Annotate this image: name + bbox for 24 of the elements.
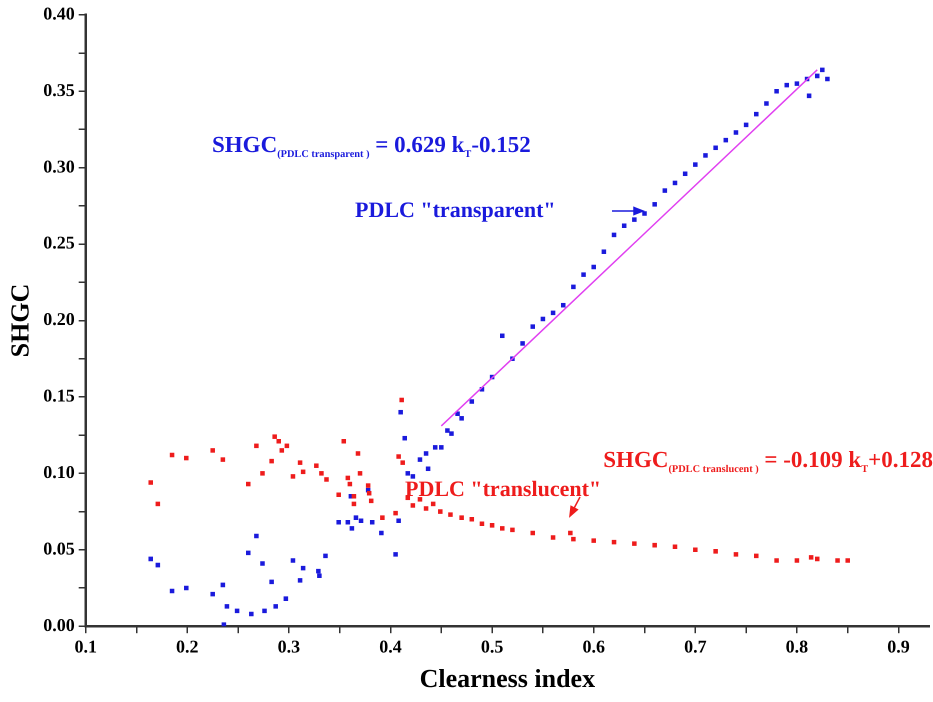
x-tick-label: 0.2	[176, 636, 199, 657]
y-tick-label: 0.25	[43, 232, 75, 253]
annotation: PDLC "translucent"	[405, 476, 602, 501]
annotation: PDLC "transparent"	[355, 197, 556, 222]
y-tick-label: 0.15	[43, 386, 75, 406]
y-axis-title: SHGC	[5, 284, 34, 358]
x-tick-label: 0.4	[379, 636, 402, 657]
x-tick-label: 0.6	[582, 636, 605, 657]
x-tick-label: 0.7	[684, 636, 707, 657]
x-tick-label: 0.9	[887, 636, 910, 657]
y-tick-label: 0.05	[43, 538, 75, 558]
annotation: SHGC$_{(PDLC translucent )}$ = -0.109 k$_{T}$+0.128	[603, 447, 933, 476]
y-tick-label: 0.30	[43, 156, 75, 176]
x-axis-title: Clearness index	[420, 664, 596, 694]
x-tick-label: 0.3	[278, 636, 300, 657]
y-tick-label: 0.20	[43, 309, 75, 330]
x-tick-label: 0.8	[786, 636, 808, 657]
y-tick-label: 0.00	[43, 614, 75, 635]
x-tick-label: 0.5	[480, 636, 504, 657]
y-tick-label: 0.40	[43, 3, 75, 24]
x-tick-label: 0.1	[74, 636, 97, 657]
y-tick-label: 0.35	[43, 80, 75, 100]
y-tick-label: 0.10	[43, 462, 75, 482]
annotation: SHGC$_{(PDLC transparent )}$ = 0.629 k$_{T}$-0.152	[212, 132, 531, 161]
